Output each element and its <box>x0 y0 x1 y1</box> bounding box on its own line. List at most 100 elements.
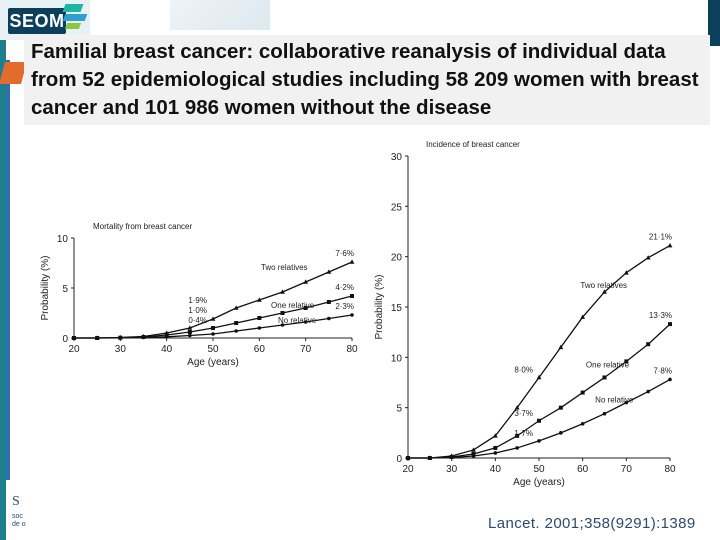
data-point <box>233 305 239 310</box>
y-tick-label: 25 <box>391 202 403 213</box>
data-point <box>95 336 99 340</box>
data-point <box>326 300 331 304</box>
data-label: 21·1% <box>649 233 672 242</box>
data-point <box>515 446 519 450</box>
data-point <box>141 335 146 340</box>
chart-1: 20 30 40 50 60 70 80 0 5 10 15 20 25 30 Incidence of b… <box>374 140 676 488</box>
footer-logo-text: soc de o <box>12 513 26 529</box>
right-corner-decoration <box>708 0 720 46</box>
data-label: 13·3% <box>649 311 672 320</box>
chart-0: 20 30 40 50 60 70 80 0 5 10 Mortality from breast … <box>40 222 358 368</box>
data-point <box>624 400 629 405</box>
data-label: 0·4% <box>188 316 207 325</box>
data-point <box>668 322 672 327</box>
header-decoration <box>170 0 270 30</box>
data-point <box>602 289 607 294</box>
data-point <box>623 270 629 275</box>
data-point <box>234 321 239 325</box>
data-point <box>492 433 498 438</box>
data-label: 1·9% <box>188 296 207 305</box>
y-tick-label: 10 <box>57 234 69 245</box>
x-tick-label: 60 <box>577 464 589 475</box>
data-point <box>580 390 585 395</box>
data-point <box>449 455 454 460</box>
data-label: 1·7% <box>514 429 533 438</box>
y-axis-label: Probability (%) <box>374 274 385 339</box>
data-point <box>514 405 520 410</box>
data-point <box>234 329 238 333</box>
y-tick-label: 0 <box>62 334 68 345</box>
data-point <box>256 297 262 302</box>
data-point <box>257 326 262 330</box>
data-point <box>303 279 309 284</box>
y-axis-label: Probability (%) <box>40 255 51 320</box>
x-tick-label: 70 <box>300 344 312 355</box>
y-tick-label: 30 <box>391 152 403 163</box>
data-point <box>118 336 123 340</box>
data-point <box>646 342 651 347</box>
data-point <box>515 433 520 438</box>
data-point <box>72 336 76 340</box>
data-point <box>349 259 355 264</box>
data-point <box>257 316 262 320</box>
data-point <box>326 269 332 274</box>
x-axis-label: Age (years) <box>187 357 239 368</box>
data-label: 7·6% <box>335 249 354 258</box>
data-point <box>559 431 563 435</box>
data-point <box>537 439 541 443</box>
y-tick-label: 5 <box>62 284 68 295</box>
seom-logo: SEOM <box>8 8 66 34</box>
data-point <box>280 289 285 294</box>
y-tick-label: 15 <box>391 303 403 314</box>
citation: Lancet. 2001;358(9291):1389 <box>488 515 696 532</box>
data-point <box>406 456 410 460</box>
data-point <box>493 451 498 455</box>
x-tick-label: 50 <box>207 344 219 355</box>
data-point <box>187 330 192 334</box>
data-point <box>187 325 193 330</box>
data-point <box>602 411 607 416</box>
data-point <box>164 335 169 339</box>
data-point <box>471 454 476 458</box>
data-point <box>327 316 331 321</box>
data-label: 4·2% <box>335 283 354 292</box>
y-tick-label: 5 <box>396 404 402 415</box>
x-tick-label: 30 <box>446 464 458 475</box>
x-tick-label: 70 <box>621 464 633 475</box>
data-label: 8·0% <box>514 365 533 374</box>
series-label: No relative <box>278 316 317 325</box>
data-point <box>280 311 285 315</box>
data-point <box>558 344 564 350</box>
x-tick-label: 20 <box>402 464 414 475</box>
data-point <box>350 313 354 317</box>
data-point <box>558 405 563 410</box>
data-point <box>667 242 673 248</box>
data-point <box>280 323 285 327</box>
chart-title: Incidence of breast cancer <box>426 140 520 149</box>
series-line-1 <box>408 323 671 459</box>
x-tick-label: 60 <box>254 344 266 355</box>
data-point <box>646 389 650 394</box>
series-label: One relative <box>586 360 630 369</box>
data-label: 3·7% <box>514 409 533 418</box>
data-point <box>211 326 215 330</box>
footer-logo-letter: S <box>12 494 20 509</box>
data-point <box>210 316 216 321</box>
x-tick-label: 20 <box>68 344 80 355</box>
data-point <box>580 314 586 319</box>
data-label: 1·0% <box>188 306 207 315</box>
data-point <box>645 255 651 260</box>
y-tick-label: 20 <box>391 253 403 264</box>
x-tick-label: 40 <box>161 344 173 355</box>
data-point <box>580 421 585 426</box>
data-point <box>471 447 476 452</box>
data-label: 7·8% <box>653 366 672 375</box>
series-line-0 <box>408 245 671 459</box>
data-point <box>602 375 607 380</box>
data-point <box>428 456 432 460</box>
data-point <box>471 451 476 456</box>
data-point <box>188 333 192 338</box>
series-label: No relative <box>595 396 634 405</box>
data-point <box>303 306 308 310</box>
